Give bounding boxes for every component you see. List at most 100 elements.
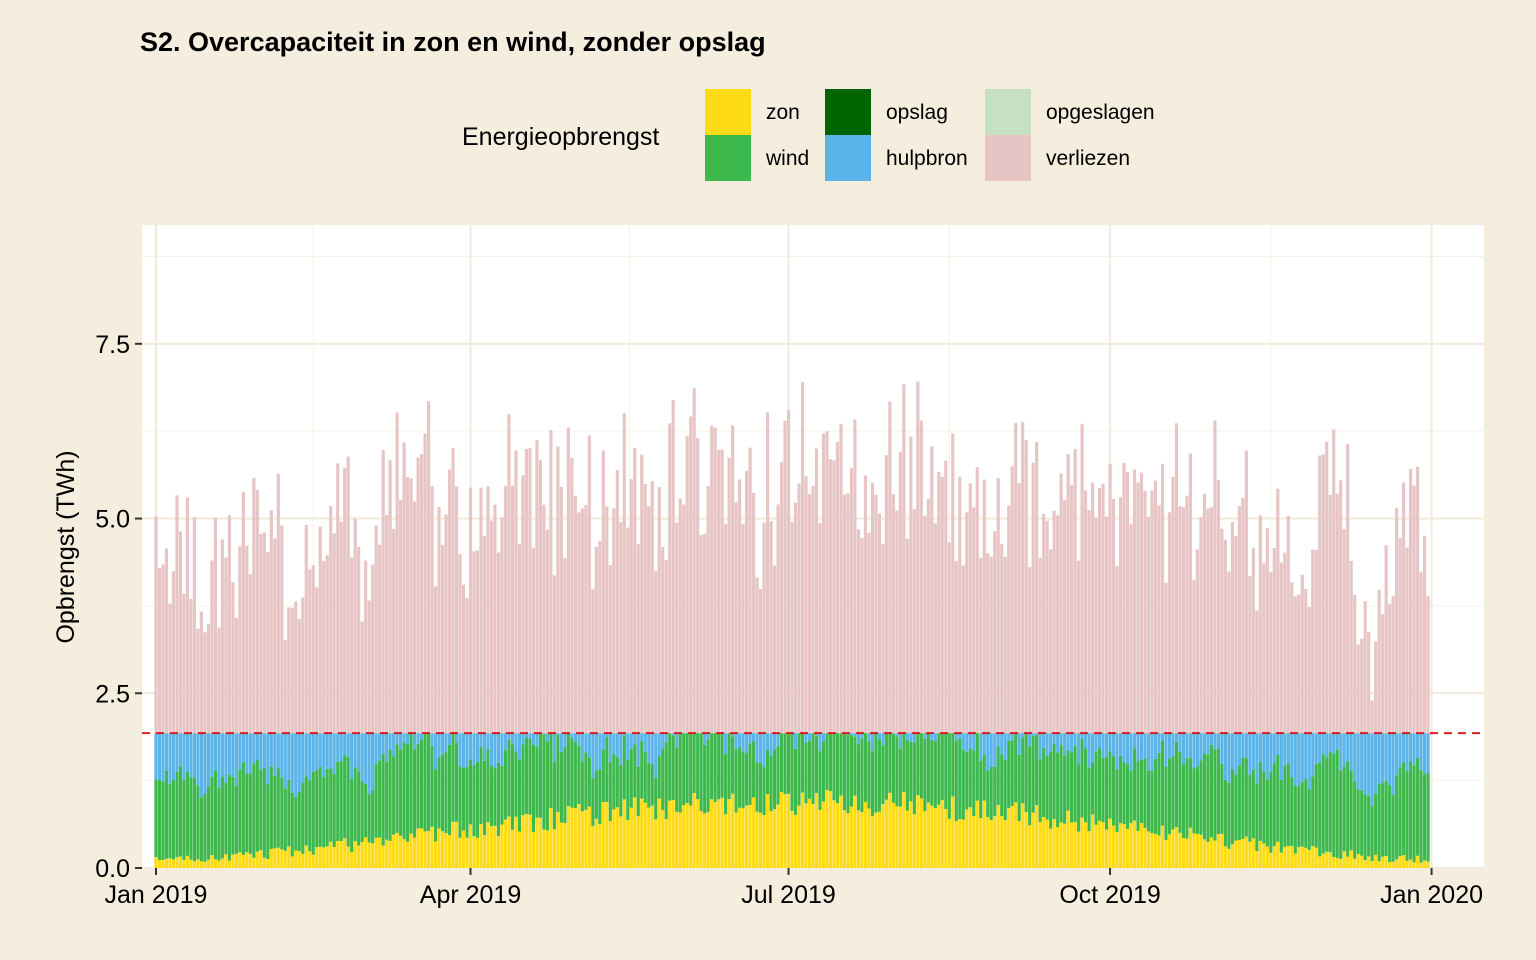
bar-hulpbron [1314, 733, 1318, 764]
bar-hulpbron [1255, 733, 1259, 784]
bar-hulpbron [1098, 733, 1102, 749]
bar-zon [420, 828, 424, 868]
bar-wind [1073, 745, 1077, 823]
bar-verliezen [1084, 490, 1088, 734]
bar-verliezen [814, 448, 819, 734]
bar-verliezen [650, 481, 654, 734]
bar-verliezen [245, 545, 249, 734]
bar-zon [1185, 838, 1189, 868]
bar-zon [549, 807, 553, 868]
bar-wind [154, 779, 158, 858]
bar-zon [965, 809, 969, 868]
bar-hulpbron [486, 733, 490, 749]
bar-verliezen [797, 483, 801, 734]
bar-verliezen [891, 494, 895, 734]
bar-verliezen [332, 533, 336, 734]
bar-hulpbron [479, 733, 483, 748]
bar-wind [1426, 772, 1430, 862]
bar-wind [350, 778, 354, 853]
bar-wind [486, 748, 490, 823]
bar-verliezen [895, 510, 899, 734]
bar-verliezen [647, 506, 651, 734]
bar-wind [1384, 780, 1388, 857]
bar-wind [185, 771, 190, 856]
bar-verliezen [329, 506, 333, 734]
bar-verliezen [1391, 596, 1395, 734]
bar-wind [772, 749, 777, 809]
bar-verliezen [661, 547, 665, 734]
bar-wind [835, 733, 840, 804]
bar-verliezen [1171, 476, 1175, 734]
bar-zon [1031, 812, 1035, 868]
bar-zon [1108, 818, 1112, 868]
bar-wind [1059, 745, 1063, 823]
bar-wind [573, 741, 577, 809]
bar-wind [1360, 790, 1364, 856]
bar-wind [608, 762, 612, 822]
bar-zon [1063, 823, 1067, 868]
bar-wind [364, 783, 368, 838]
bar-hulpbron [1332, 733, 1336, 754]
bar-zon [661, 809, 665, 868]
bar-zon [1244, 836, 1248, 868]
bar-zon [378, 837, 382, 868]
bar-zon [657, 798, 661, 868]
bar-verliezen [1024, 440, 1028, 734]
bar-zon [1125, 828, 1130, 868]
bar-wind [1199, 760, 1203, 835]
bar-verliezen [668, 423, 672, 734]
bar-wind [601, 750, 605, 802]
bar-zon [884, 799, 888, 868]
bar-wind [479, 747, 483, 824]
bar-hulpbron [759, 733, 763, 764]
bar-verliezen [933, 523, 937, 734]
bar-hulpbron [1353, 733, 1357, 782]
bar-hulpbron [318, 733, 322, 767]
bar-zon [786, 793, 791, 868]
bar-verliezen [1244, 450, 1248, 734]
bar-wind [1077, 764, 1081, 832]
bar-verliezen [420, 453, 424, 734]
bar-verliezen [923, 515, 927, 734]
bar-zon [266, 859, 270, 868]
bar-hulpbron [395, 733, 399, 745]
bar-zon [409, 833, 413, 868]
bar-zon [1220, 833, 1224, 868]
bar-hulpbron [979, 733, 983, 761]
bar-zon [472, 836, 476, 868]
bar-hulpbron [860, 733, 864, 739]
bar-zon [437, 828, 441, 868]
bar-verliezen [171, 571, 176, 734]
bar-hulpbron [378, 733, 382, 761]
bar-wind [255, 759, 259, 852]
bar-zon [668, 800, 672, 868]
bar-hulpbron [475, 733, 480, 762]
bar-wind [724, 753, 728, 815]
bar-wind [549, 733, 553, 808]
bar-wind [874, 734, 878, 813]
bar-zon [325, 846, 329, 868]
bar-hulpbron [1185, 733, 1189, 758]
bar-wind [1188, 758, 1193, 828]
bar-zon [1132, 820, 1137, 868]
bar-zon [1384, 856, 1388, 868]
bar-hulpbron [290, 733, 294, 793]
bar-zon [308, 851, 312, 868]
bar-zon [1377, 861, 1381, 868]
bar-verliezen [524, 448, 528, 734]
bar-wind [643, 752, 647, 803]
bar-zon [241, 854, 245, 868]
bar-zon [842, 810, 847, 868]
bar-verliezen [1265, 528, 1269, 734]
bar-zon [461, 830, 466, 868]
bar-verliezen [626, 527, 630, 734]
bar-hulpbron [521, 733, 525, 745]
bar-wind [731, 736, 735, 794]
bar-wind [213, 770, 217, 860]
bar-verliezen [594, 546, 598, 734]
bar-wind [1150, 770, 1154, 834]
bar-hulpbron [1279, 733, 1283, 781]
bar-hulpbron [766, 733, 770, 750]
bar-verliezen [720, 449, 724, 734]
